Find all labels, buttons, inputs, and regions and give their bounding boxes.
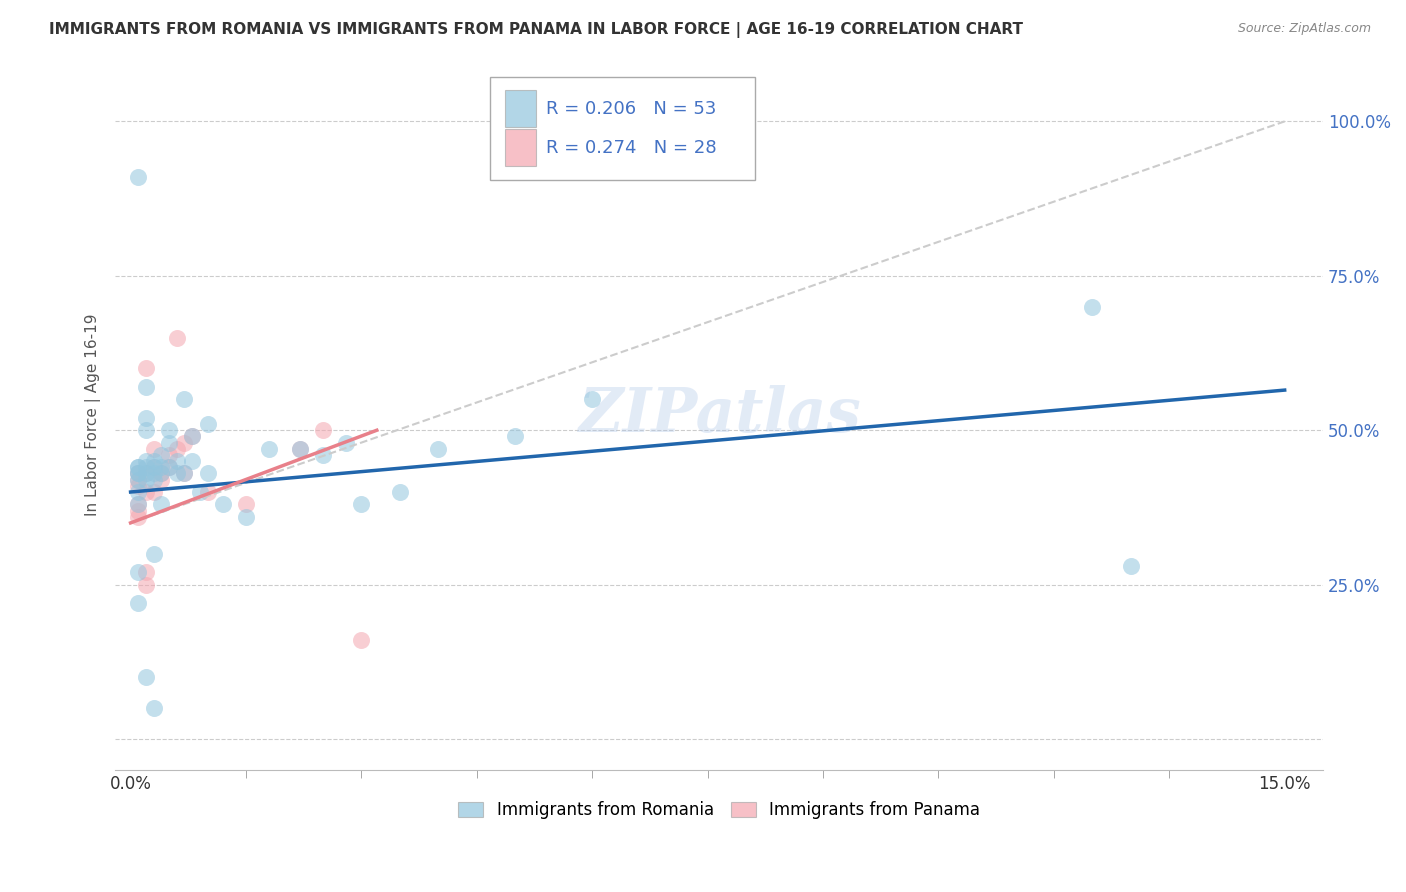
Point: [142, 454, 165, 468]
Point: [288, 442, 311, 456]
Point: [166, 330, 188, 344]
Point: [127, 566, 149, 580]
Point: [197, 417, 219, 431]
Point: [127, 503, 149, 517]
Point: [127, 596, 149, 610]
Point: [127, 169, 149, 184]
Point: [150, 448, 173, 462]
Point: [181, 429, 204, 443]
Point: [142, 701, 165, 715]
Bar: [505, 90, 536, 127]
Point: [127, 497, 149, 511]
Legend: Immigrants from Romania, Immigrants from Panama: Immigrants from Romania, Immigrants from…: [451, 794, 987, 826]
Point: [166, 442, 188, 456]
Point: [212, 497, 235, 511]
Point: [127, 460, 149, 475]
Point: [197, 467, 219, 481]
Point: [312, 423, 335, 437]
Point: [350, 633, 373, 648]
FancyBboxPatch shape: [489, 78, 755, 180]
Point: [150, 467, 173, 481]
Point: [135, 467, 157, 481]
Point: [127, 467, 149, 481]
Point: [150, 467, 173, 481]
Point: [127, 460, 149, 475]
Point: [235, 497, 257, 511]
Point: [127, 479, 149, 493]
Point: [142, 460, 165, 475]
Point: [288, 442, 311, 456]
Point: [127, 497, 149, 511]
Point: [257, 442, 280, 456]
Point: [135, 380, 157, 394]
Point: [135, 566, 157, 580]
Point: [135, 361, 157, 376]
Point: [127, 473, 149, 487]
Point: [135, 485, 157, 500]
Point: [335, 435, 357, 450]
Point: [388, 485, 411, 500]
Point: [127, 473, 149, 487]
Point: [350, 497, 373, 511]
Point: [127, 485, 149, 500]
Point: [135, 423, 157, 437]
Point: [142, 473, 165, 487]
Point: [235, 509, 257, 524]
Point: [157, 460, 180, 475]
Point: [581, 392, 603, 407]
Point: [181, 454, 204, 468]
Point: [127, 467, 149, 481]
Bar: [505, 129, 536, 166]
Point: [135, 467, 157, 481]
Point: [127, 509, 149, 524]
Point: [173, 435, 195, 450]
Point: [135, 577, 157, 591]
Point: [181, 429, 204, 443]
Point: [157, 448, 180, 462]
Point: [173, 467, 195, 481]
Point: [135, 454, 157, 468]
Point: [150, 473, 173, 487]
Point: [312, 448, 335, 462]
Point: [166, 454, 188, 468]
Y-axis label: In Labor Force | Age 16-19: In Labor Force | Age 16-19: [86, 314, 101, 516]
Point: [150, 497, 173, 511]
Point: [142, 460, 165, 475]
Point: [173, 392, 195, 407]
Point: [135, 670, 157, 684]
Point: [135, 460, 157, 475]
Point: [142, 467, 165, 481]
Point: [135, 473, 157, 487]
Point: [150, 460, 173, 475]
Point: [142, 485, 165, 500]
Text: R = 0.206   N = 53: R = 0.206 N = 53: [547, 100, 717, 118]
Point: [135, 410, 157, 425]
Point: [166, 467, 188, 481]
Text: Source: ZipAtlas.com: Source: ZipAtlas.com: [1237, 22, 1371, 36]
Point: [427, 442, 450, 456]
Point: [127, 467, 149, 481]
Point: [1081, 300, 1104, 314]
Point: [197, 485, 219, 500]
Text: IMMIGRANTS FROM ROMANIA VS IMMIGRANTS FROM PANAMA IN LABOR FORCE | AGE 16-19 COR: IMMIGRANTS FROM ROMANIA VS IMMIGRANTS FR…: [49, 22, 1024, 38]
Text: ZIPatlas: ZIPatlas: [578, 384, 860, 445]
Point: [157, 460, 180, 475]
Point: [503, 429, 526, 443]
Point: [157, 423, 180, 437]
Text: R = 0.274   N = 28: R = 0.274 N = 28: [547, 138, 717, 157]
Point: [1119, 559, 1142, 574]
Point: [157, 435, 180, 450]
Point: [142, 442, 165, 456]
Point: [173, 467, 195, 481]
Point: [142, 547, 165, 561]
Point: [188, 485, 211, 500]
